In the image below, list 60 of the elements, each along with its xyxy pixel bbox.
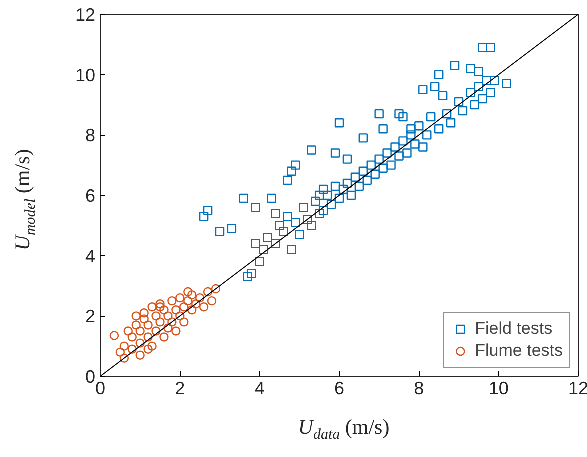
y-tick-label: 10 xyxy=(75,65,96,86)
point xyxy=(116,348,126,357)
point xyxy=(124,326,133,336)
y-tick-label: 12 xyxy=(75,5,96,25)
point xyxy=(164,324,173,333)
x-tick-label: 8 xyxy=(414,378,424,398)
y-tick-label: 6 xyxy=(85,186,96,206)
point xyxy=(132,312,141,321)
point xyxy=(136,338,145,348)
point xyxy=(144,320,153,330)
y-tick-label: 4 xyxy=(85,246,96,266)
y-tick-label: 8 xyxy=(85,126,96,146)
point xyxy=(172,326,181,336)
point xyxy=(132,320,141,330)
point xyxy=(120,354,129,363)
point xyxy=(168,318,177,327)
point xyxy=(188,290,197,300)
point xyxy=(152,312,161,321)
x-tick-label: 2 xyxy=(175,378,186,398)
point xyxy=(128,332,137,342)
point xyxy=(144,344,153,354)
point xyxy=(188,306,197,315)
point xyxy=(156,318,165,327)
point xyxy=(184,296,193,306)
point xyxy=(160,332,169,342)
point xyxy=(110,331,120,340)
point xyxy=(195,293,205,303)
point xyxy=(148,342,157,351)
legend-label: Field tests xyxy=(475,319,553,339)
point xyxy=(156,302,165,312)
point xyxy=(192,300,201,309)
x-tick-label: 6 xyxy=(334,378,345,398)
x-axis-title: U$_{data}$ (m/s) xyxy=(297,414,391,446)
point xyxy=(152,326,161,336)
point xyxy=(207,296,217,306)
point xyxy=(172,306,181,315)
point xyxy=(211,284,221,294)
x-tick-label: 4 xyxy=(254,378,265,398)
y-tick-label: 2 xyxy=(85,306,96,327)
point xyxy=(199,302,209,312)
legend-label: Flume tests xyxy=(475,341,563,361)
point xyxy=(184,287,193,297)
point xyxy=(180,318,189,327)
x-tick-label: 10 xyxy=(488,378,509,398)
point xyxy=(120,342,129,351)
point xyxy=(203,287,213,297)
point xyxy=(176,312,185,321)
point xyxy=(140,314,149,324)
point xyxy=(140,308,149,318)
point xyxy=(128,344,137,354)
point xyxy=(160,306,169,315)
point xyxy=(136,326,145,336)
point xyxy=(156,300,165,309)
point xyxy=(136,350,145,360)
point xyxy=(144,332,153,342)
point xyxy=(148,302,157,312)
point xyxy=(180,302,189,312)
point xyxy=(168,296,177,306)
point xyxy=(164,312,173,321)
point xyxy=(176,293,185,303)
